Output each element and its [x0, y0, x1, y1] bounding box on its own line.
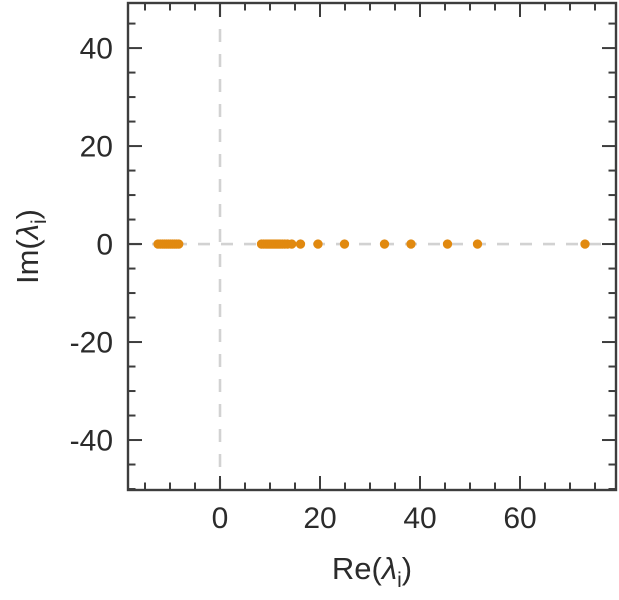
plot-frame: [126, 1, 618, 492]
y-tick-label: 0: [96, 229, 113, 262]
eigenvalue-point: [287, 239, 297, 249]
x-tick-label: 40: [403, 502, 436, 535]
eigenvalue-point: [174, 239, 184, 249]
eigenvalue-point: [580, 239, 590, 249]
y-axis-label: Im(λi): [10, 209, 51, 284]
eigenvalue-point: [313, 239, 323, 249]
y-tick-label: -20: [70, 327, 113, 360]
x-tick-label: 20: [303, 502, 336, 535]
x-axis-label: Re(λi): [332, 551, 412, 592]
eigenvalue-point: [442, 239, 453, 249]
eigenvalue-point: [339, 239, 350, 249]
y-tick-label: 20: [80, 131, 113, 164]
x-tick-label: 60: [503, 502, 536, 535]
eigenvalue-point: [406, 239, 416, 249]
eigenvalue-point: [472, 239, 483, 249]
y-tick-label: -40: [70, 425, 113, 458]
eigenvalue-point: [379, 239, 390, 249]
eigenvalue-point: [295, 239, 306, 249]
y-tick-label: 40: [80, 33, 113, 66]
x-tick-label: 0: [212, 502, 229, 535]
